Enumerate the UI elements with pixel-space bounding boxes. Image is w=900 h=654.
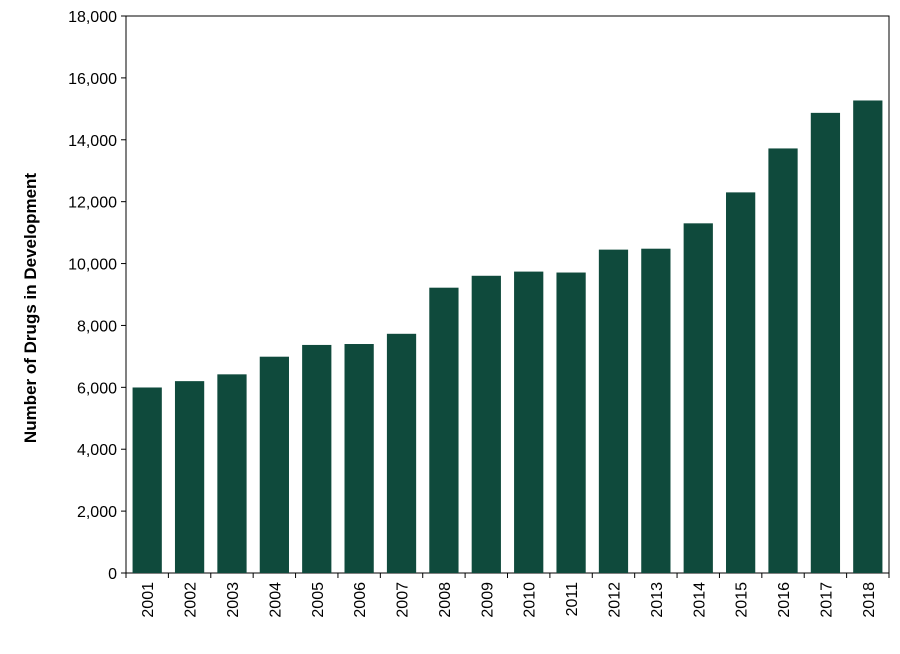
y-tick-label: 0 — [108, 566, 117, 583]
bar-2005 — [302, 344, 332, 573]
y-axis-title: Number of Drugs in Development — [21, 173, 40, 443]
x-tick-label: 2013 — [649, 582, 666, 618]
x-tick-label: 2002 — [183, 582, 200, 618]
bar-2015 — [726, 192, 756, 573]
x-tick-label: 2001 — [140, 582, 157, 618]
bar-2004 — [259, 356, 289, 573]
y-tick-label: 6,000 — [77, 380, 117, 397]
x-tick-label: 2008 — [437, 582, 454, 618]
bar-2009 — [471, 275, 501, 573]
bar-2008 — [429, 287, 459, 573]
x-tick-label: 2003 — [225, 582, 242, 618]
bars-group — [132, 100, 883, 574]
x-tick-label: 2017 — [818, 582, 835, 618]
y-tick-label: 14,000 — [68, 133, 117, 150]
x-tick-label: 2004 — [267, 582, 284, 618]
x-tick-label: 2009 — [479, 582, 496, 618]
y-tick-label: 16,000 — [68, 71, 117, 88]
x-tick-label: 2005 — [310, 582, 327, 618]
bar-2002 — [174, 381, 205, 573]
bar-2016 — [768, 148, 798, 573]
bar-2013 — [641, 248, 671, 573]
x-tick-label: 2010 — [522, 582, 539, 618]
x-tick-label: 2018 — [861, 582, 878, 618]
y-tick-label: 10,000 — [68, 257, 117, 274]
bar-2007 — [386, 333, 417, 573]
y-tick-label: 2,000 — [77, 504, 117, 521]
x-tick-label: 2014 — [691, 582, 708, 618]
x-tick-label: 2012 — [606, 582, 623, 618]
bar-2018 — [853, 100, 883, 573]
y-tick-label: 12,000 — [68, 195, 117, 212]
bar-2001 — [132, 387, 162, 573]
bar-2014 — [683, 223, 713, 573]
x-tick-label: 2007 — [395, 582, 412, 618]
y-tick-label: 18,000 — [68, 9, 117, 26]
bar-2010 — [514, 271, 544, 573]
bar-2011 — [556, 272, 586, 573]
y-axis: 0 2,000 4,000 6,000 8,000 10,000 12,000 14,000 1… — [68, 9, 126, 583]
bar-2017 — [810, 112, 841, 574]
y-tick-label: 8,000 — [77, 318, 117, 335]
x-tick-label: 2016 — [776, 582, 793, 618]
y-tick-label: 4,000 — [77, 442, 117, 459]
bar-2003 — [217, 374, 247, 573]
bar-2012 — [598, 249, 629, 573]
x-tick-label: 2006 — [352, 582, 369, 618]
x-tick-label: 2011 — [564, 582, 581, 617]
bar-2006 — [344, 344, 374, 573]
x-tick-label: 2015 — [734, 582, 751, 618]
x-axis: 2001 2002 2003 2004 2005 2006 2007 2008 2009 2010… — [125, 573, 890, 618]
